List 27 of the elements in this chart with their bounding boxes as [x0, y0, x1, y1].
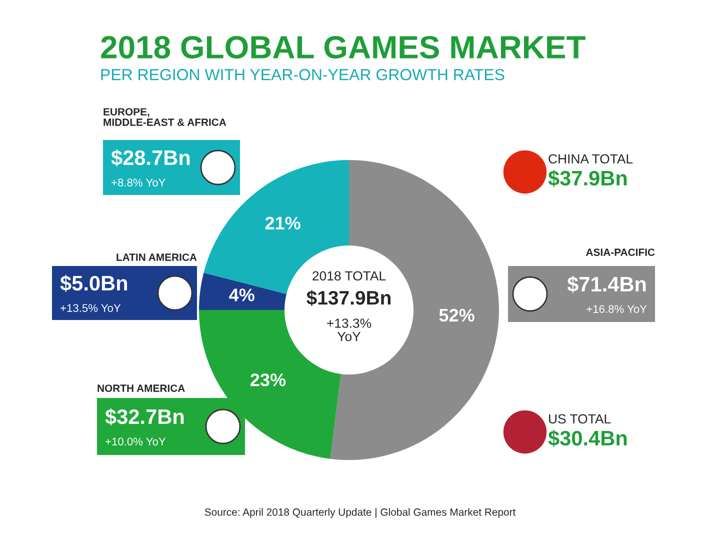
- chart-title: 2018 GLOBAL GAMES MARKET: [101, 36, 586, 59]
- chart-subtitle: PER REGION WITH YEAR-ON-YEAR GROWTH RATES: [101, 68, 504, 80]
- slice-label: EUROPE, MIDDLE-EAST & AFRICA: [104, 108, 226, 126]
- slice-label: LATIN AMERICA: [116, 254, 197, 261]
- text: +16.8% YoY: [586, 305, 647, 313]
- text: $71.4Bn: [567, 276, 646, 293]
- text: $28.7Bn: [111, 149, 190, 166]
- slice-label: NORTH AMERICA: [98, 384, 185, 392]
- text: $30.4Bn: [548, 430, 627, 447]
- text: $37.9Bn: [548, 170, 627, 187]
- data-label: 21%: [265, 216, 300, 230]
- text: $32.7Bn: [105, 408, 184, 426]
- data-label: 23%: [250, 373, 286, 386]
- data-label: 4%: [229, 288, 254, 302]
- text: $5.0Bn: [60, 274, 128, 292]
- text: +10.0% YoY: [106, 438, 166, 446]
- donut-slice: [199, 272, 287, 310]
- source-note: Source: April 2018 Quarterly Update | Global Games Market Report: [204, 508, 516, 518]
- slice-label: ASIA-PACIFIC: [586, 248, 655, 256]
- text: +13.5% YoY: [60, 304, 121, 312]
- text: 2018 TOTAL: [312, 271, 386, 281]
- text: +13.3% YoY: [327, 318, 372, 342]
- text: +8.8% YoY: [112, 178, 166, 186]
- text: $137.9Bn: [306, 290, 390, 306]
- text: CHINA TOTAL: [548, 154, 633, 164]
- data-label: 52%: [439, 308, 474, 322]
- text: US TOTAL: [549, 414, 611, 424]
